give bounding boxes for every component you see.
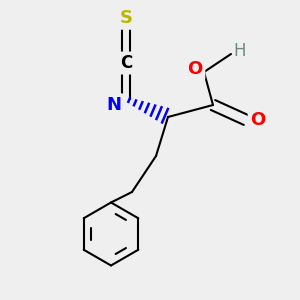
Text: N: N — [106, 96, 122, 114]
Text: C: C — [120, 54, 132, 72]
Text: H: H — [234, 42, 246, 60]
Text: O: O — [188, 60, 202, 78]
Text: S: S — [119, 9, 133, 27]
Text: O: O — [250, 111, 266, 129]
